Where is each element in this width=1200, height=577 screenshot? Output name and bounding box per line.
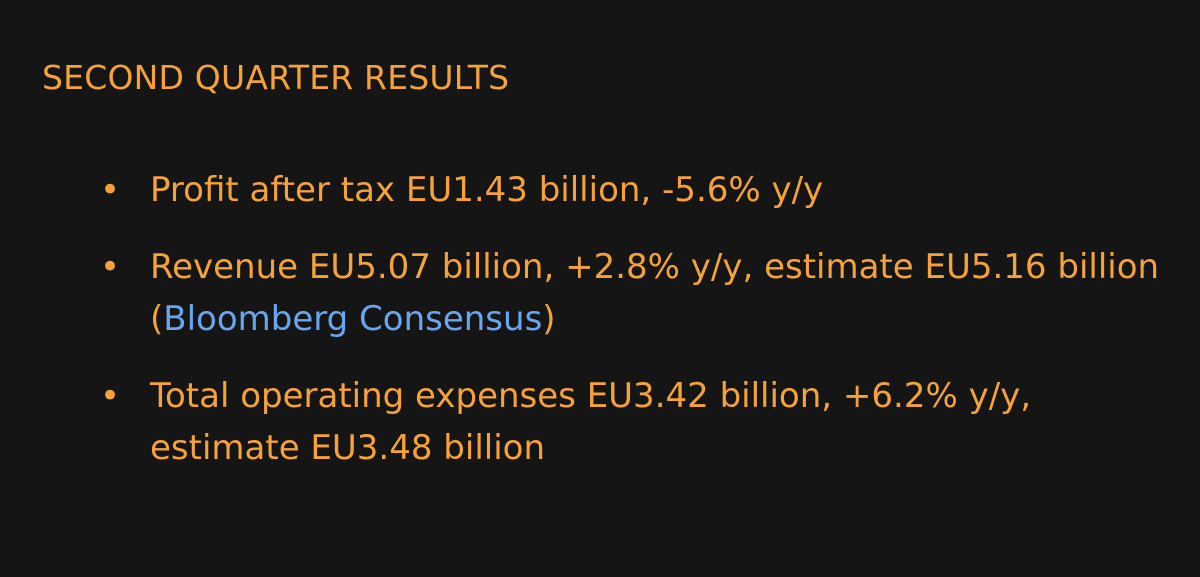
bloomberg-consensus-link[interactable]: Bloomberg Consensus [163,299,543,339]
paren-open: ( [150,299,164,339]
profit-text: Profit after tax EU1.43 billion, -5.6% y… [150,170,824,210]
revenue-text: Revenue EU5.07 billion, +2.8% y/y, estim… [150,247,1159,339]
bullet-icon: • [100,170,121,210]
bullet-icon: • [100,247,121,287]
list-item-profit: • Profit after tax EU1.43 billion, -5.6%… [100,164,1160,216]
paren-close: ) [542,299,556,339]
results-list: • Profit after tax EU1.43 billion, -5.6%… [100,164,1160,499]
revenue-text-main: Revenue EU5.07 billion, +2.8% y/y, estim… [150,247,1160,287]
section-headline: SECOND QUARTER RESULTS [42,58,510,97]
list-item-revenue: • Revenue EU5.07 billion, +2.8% y/y, est… [100,241,1160,345]
expenses-text: Total operating expenses EU3.42 billion,… [150,376,1032,468]
bullet-icon: • [100,376,121,416]
list-item-expenses: • Total operating expenses EU3.42 billio… [100,370,1160,474]
